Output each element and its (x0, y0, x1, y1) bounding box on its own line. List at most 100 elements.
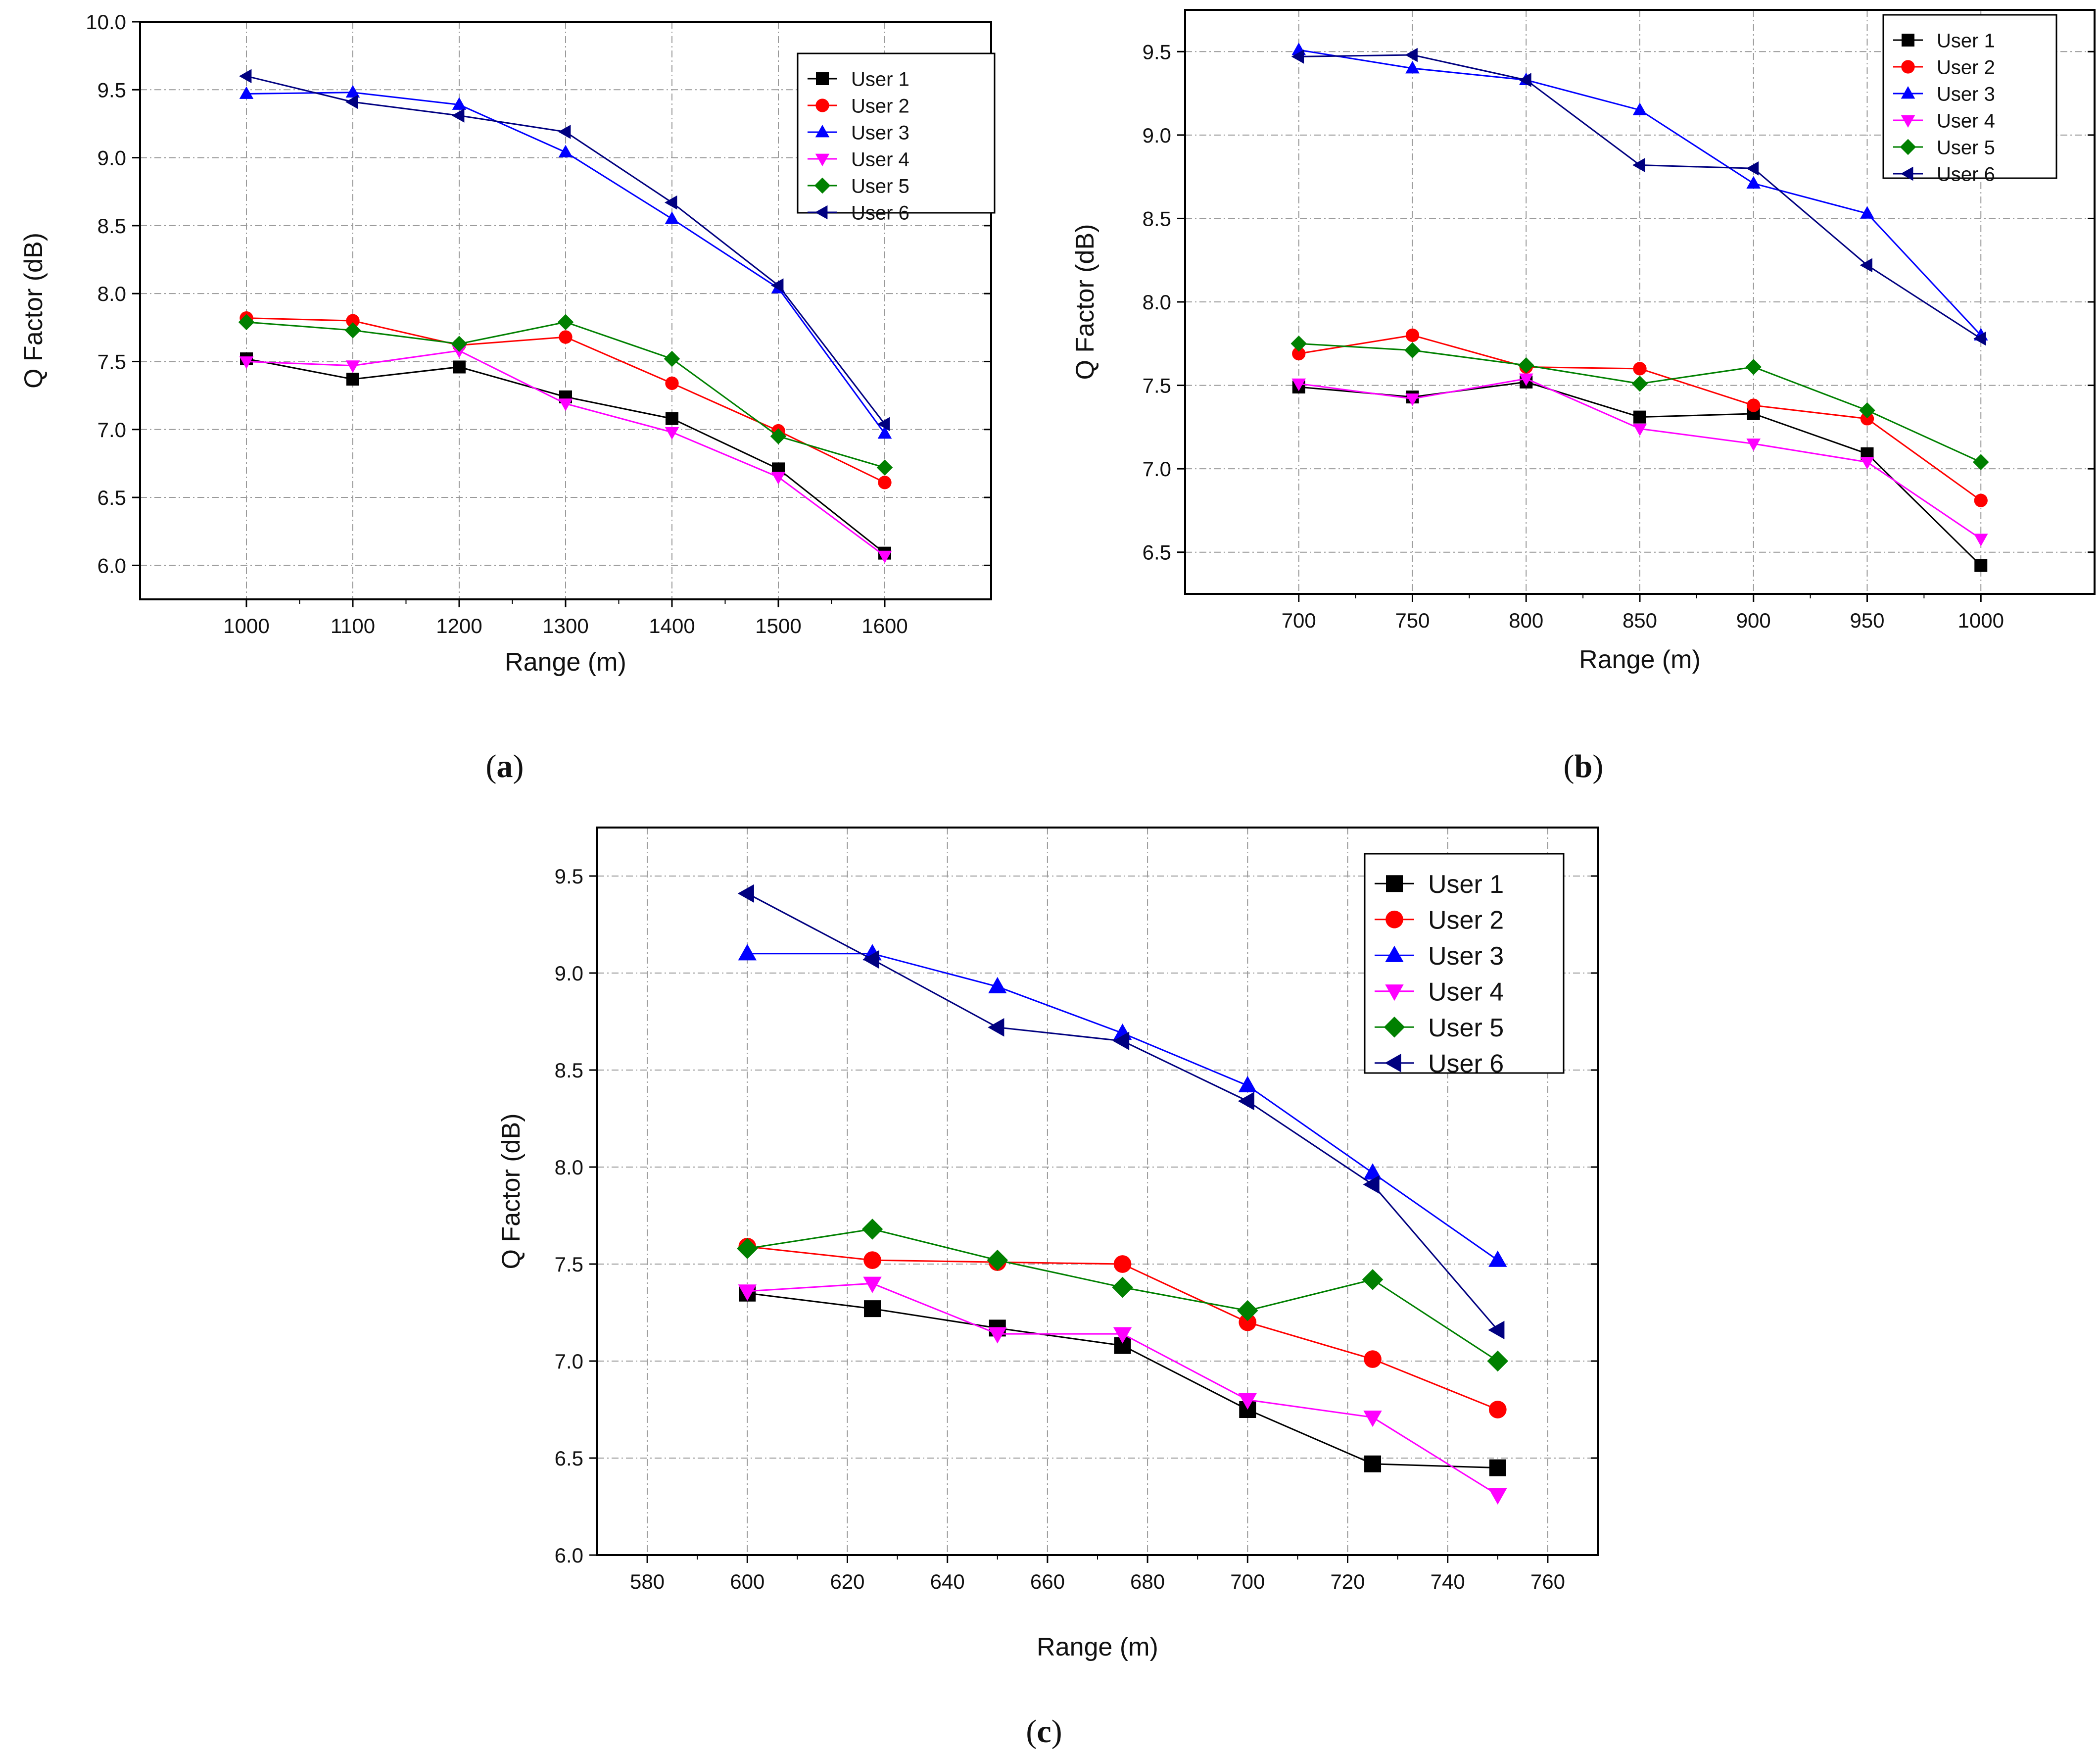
x-axis-title: Range (m) (505, 648, 626, 677)
y-tick-label: 9.5 (1143, 40, 1171, 63)
series-user-5 (238, 314, 893, 476)
data-point (1488, 1320, 1505, 1339)
data-point (1113, 1031, 1130, 1050)
legend-label: User 2 (1428, 906, 1504, 934)
legend-marker (1385, 945, 1404, 962)
data-point (453, 360, 466, 374)
caption-b: (b) (1564, 748, 1604, 784)
legend-marker (815, 205, 828, 220)
data-point (1362, 1269, 1384, 1290)
x-tick-label: 950 (1850, 609, 1884, 632)
chart-c: 580 600 620 640 660 680 700 720 740 760 6.0 6.5 7.0 7… (497, 827, 1599, 1661)
x-tick-label: 740 (1431, 1570, 1465, 1593)
data-point (1488, 1250, 1507, 1267)
data-point (558, 398, 573, 411)
y-tick-label: 7.0 (97, 418, 126, 441)
legend-marker (815, 125, 830, 138)
data-point (1114, 1337, 1131, 1354)
data-point (665, 427, 679, 440)
y-tick-label: 8.0 (1143, 291, 1171, 314)
data-point (862, 950, 879, 969)
x-tick-label: 680 (1130, 1570, 1165, 1593)
data-point (451, 336, 468, 352)
y-tick-label: 7.0 (1143, 457, 1171, 481)
axes: 1000 1100 1200 1300 1400 1500 1600 6.0 6.5 7.0 7.5… (86, 10, 991, 637)
legend-marker (1385, 984, 1404, 1001)
y-tick-label: 10.0 (86, 10, 126, 34)
data-point (666, 412, 678, 425)
data-point (1238, 1092, 1254, 1111)
data-point (346, 373, 359, 386)
series-user-5 (1290, 336, 1989, 470)
y-tick-label: 8.5 (97, 214, 126, 238)
data-point (1973, 534, 1988, 546)
y-tick-label: 7.5 (555, 1253, 583, 1276)
data-point (1292, 346, 1306, 361)
y-tick-label: 9.0 (555, 962, 583, 985)
axes: 580 600 620 640 660 680 700 720 740 760 6.0 6.5 7.0 7… (555, 865, 1598, 1593)
data-point (1363, 1175, 1380, 1194)
x-axis-title: Range (m) (1037, 1633, 1158, 1661)
legend-marker (1385, 910, 1403, 928)
legend-label: User 2 (851, 95, 909, 117)
x-tick-label: 640 (930, 1570, 965, 1593)
legend-label: User 1 (1937, 30, 1995, 51)
data-point (559, 330, 573, 344)
chart-b: 700 750 800 850 900 950 1000 6.5 7.0 7.5 8.0 8.5 9.0… (1071, 9, 2096, 674)
x-tick-label: 660 (1030, 1570, 1065, 1593)
legend-label: User 5 (1937, 137, 1995, 158)
y-tick-label: 7.5 (1143, 374, 1171, 397)
series-user-5 (737, 1219, 1509, 1372)
legend-label: User 4 (1937, 110, 1995, 132)
legend-label: User 1 (1428, 870, 1504, 899)
data-point (1239, 1313, 1257, 1331)
data-point (344, 322, 361, 339)
data-point (664, 350, 680, 367)
caption-b-letter: b (1575, 748, 1593, 784)
data-point (452, 108, 465, 123)
data-point (239, 86, 254, 99)
data-point (1364, 1455, 1382, 1472)
data-point (1405, 48, 1418, 62)
data-point (1747, 398, 1761, 412)
caption-a: (a) (486, 748, 524, 784)
data-point (1745, 359, 1762, 375)
legend-label: User 3 (851, 122, 909, 144)
data-point (877, 426, 892, 439)
data-point (1238, 1075, 1257, 1092)
data-point (452, 97, 467, 110)
data-point (863, 1276, 882, 1293)
data-point (1290, 336, 1307, 352)
legend-label: User 2 (1937, 56, 1995, 78)
data-point (1519, 73, 1531, 87)
data-point (864, 1300, 881, 1318)
series-user-4 (239, 345, 892, 564)
data-point (1239, 1401, 1256, 1418)
data-point (1632, 102, 1647, 115)
legend-label: User 6 (1428, 1049, 1504, 1078)
legend-marker (1384, 1054, 1401, 1073)
legend-marker (1901, 86, 1915, 99)
data-point (558, 145, 573, 158)
y-axis-title: Q Factor (dB) (1071, 224, 1099, 380)
data-series (238, 69, 893, 564)
data-point (1487, 1350, 1509, 1372)
data-point (1237, 1300, 1258, 1321)
x-tick-label: 1300 (542, 614, 588, 637)
axes: 700 750 800 850 900 950 1000 6.5 7.0 7.5 8.0 8.5 9.0… (1143, 40, 2095, 632)
data-series (1290, 42, 1989, 572)
x-tick-label: 700 (1282, 609, 1316, 632)
data-point (1405, 61, 1420, 74)
x-tick-label: 1000 (223, 614, 269, 637)
data-point (1488, 1401, 1507, 1418)
x-axis-title: Range (m) (1579, 645, 1701, 674)
gridlines (1185, 10, 2095, 594)
legend-marker (815, 153, 830, 166)
y-tick-label: 7.0 (555, 1350, 583, 1373)
y-tick-label: 8.5 (555, 1059, 583, 1082)
data-point (878, 476, 892, 489)
data-point (861, 1219, 883, 1240)
data-point (738, 1284, 757, 1301)
series-user-4 (1291, 373, 1988, 546)
